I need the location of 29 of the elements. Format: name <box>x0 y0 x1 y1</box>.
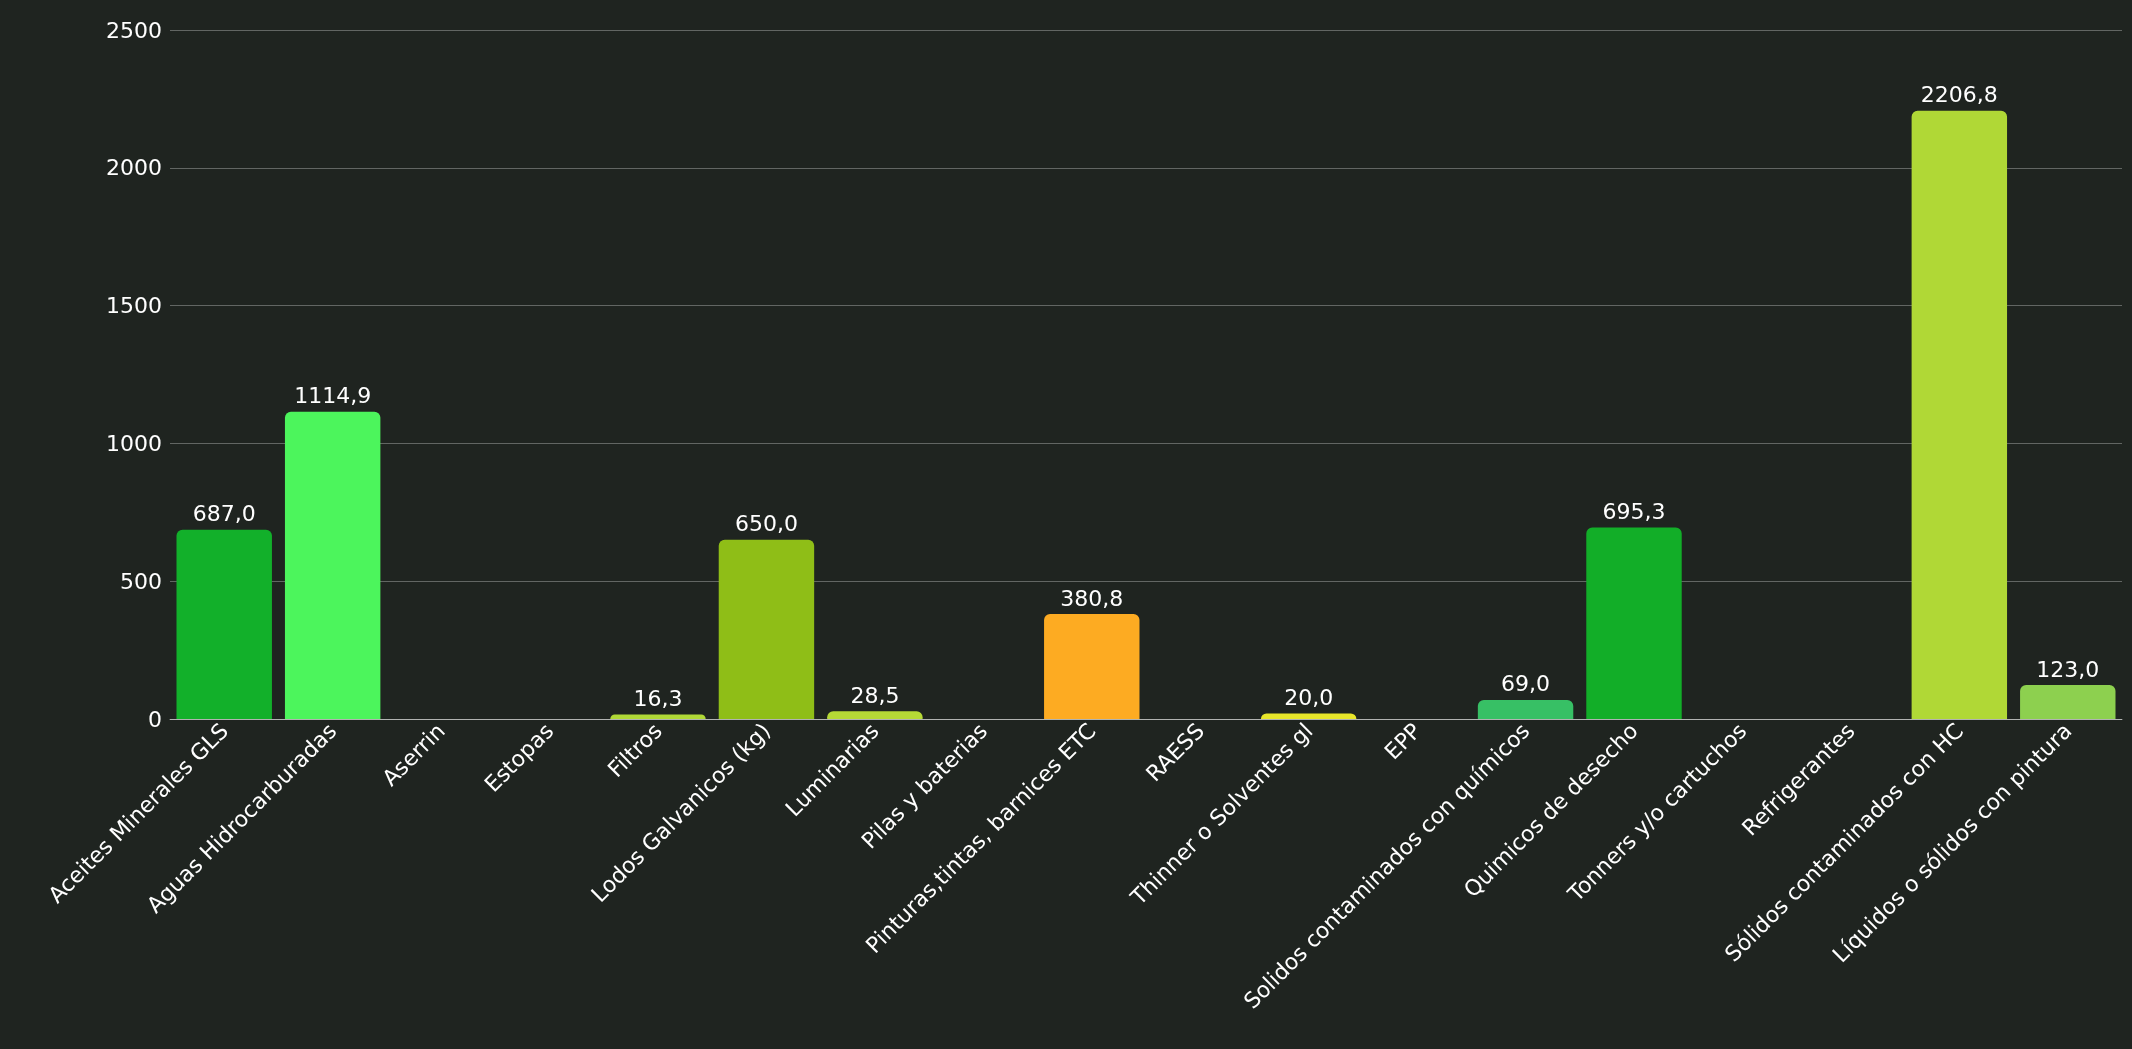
data-label: 1114,9 <box>294 383 372 409</box>
data-label: 380,8 <box>1060 585 1124 611</box>
y-tick-label: 1500 <box>106 293 162 319</box>
bar <box>1260 713 1357 719</box>
data-label: 123,0 <box>2036 656 2100 682</box>
bar <box>1911 110 2008 719</box>
data-label: 695,3 <box>1602 498 1666 524</box>
y-tick-label: 2000 <box>106 155 162 181</box>
y-tick-label: 500 <box>120 568 162 594</box>
data-label: 687,0 <box>192 501 256 527</box>
y-tick-label: 0 <box>148 706 162 732</box>
bar <box>1586 527 1682 719</box>
bar <box>2020 685 2116 719</box>
bar <box>284 411 381 719</box>
data-label: 16,3 <box>633 686 683 712</box>
bar <box>610 714 706 719</box>
data-label: 69,0 <box>1501 671 1551 697</box>
data-label: 28,5 <box>850 682 900 708</box>
bar <box>827 711 923 719</box>
y-tick-label: 2500 <box>106 17 162 43</box>
data-label: 20,0 <box>1284 684 1334 710</box>
data-label: 2206,8 <box>1920 82 1998 108</box>
bar <box>176 529 272 719</box>
bar <box>718 539 815 719</box>
bar <box>1477 699 1574 719</box>
x-tick-label: EPP <box>1379 718 1426 765</box>
y-tick-label: 1000 <box>106 430 162 456</box>
bar <box>1044 614 1140 719</box>
data-label: 650,0 <box>734 511 798 537</box>
